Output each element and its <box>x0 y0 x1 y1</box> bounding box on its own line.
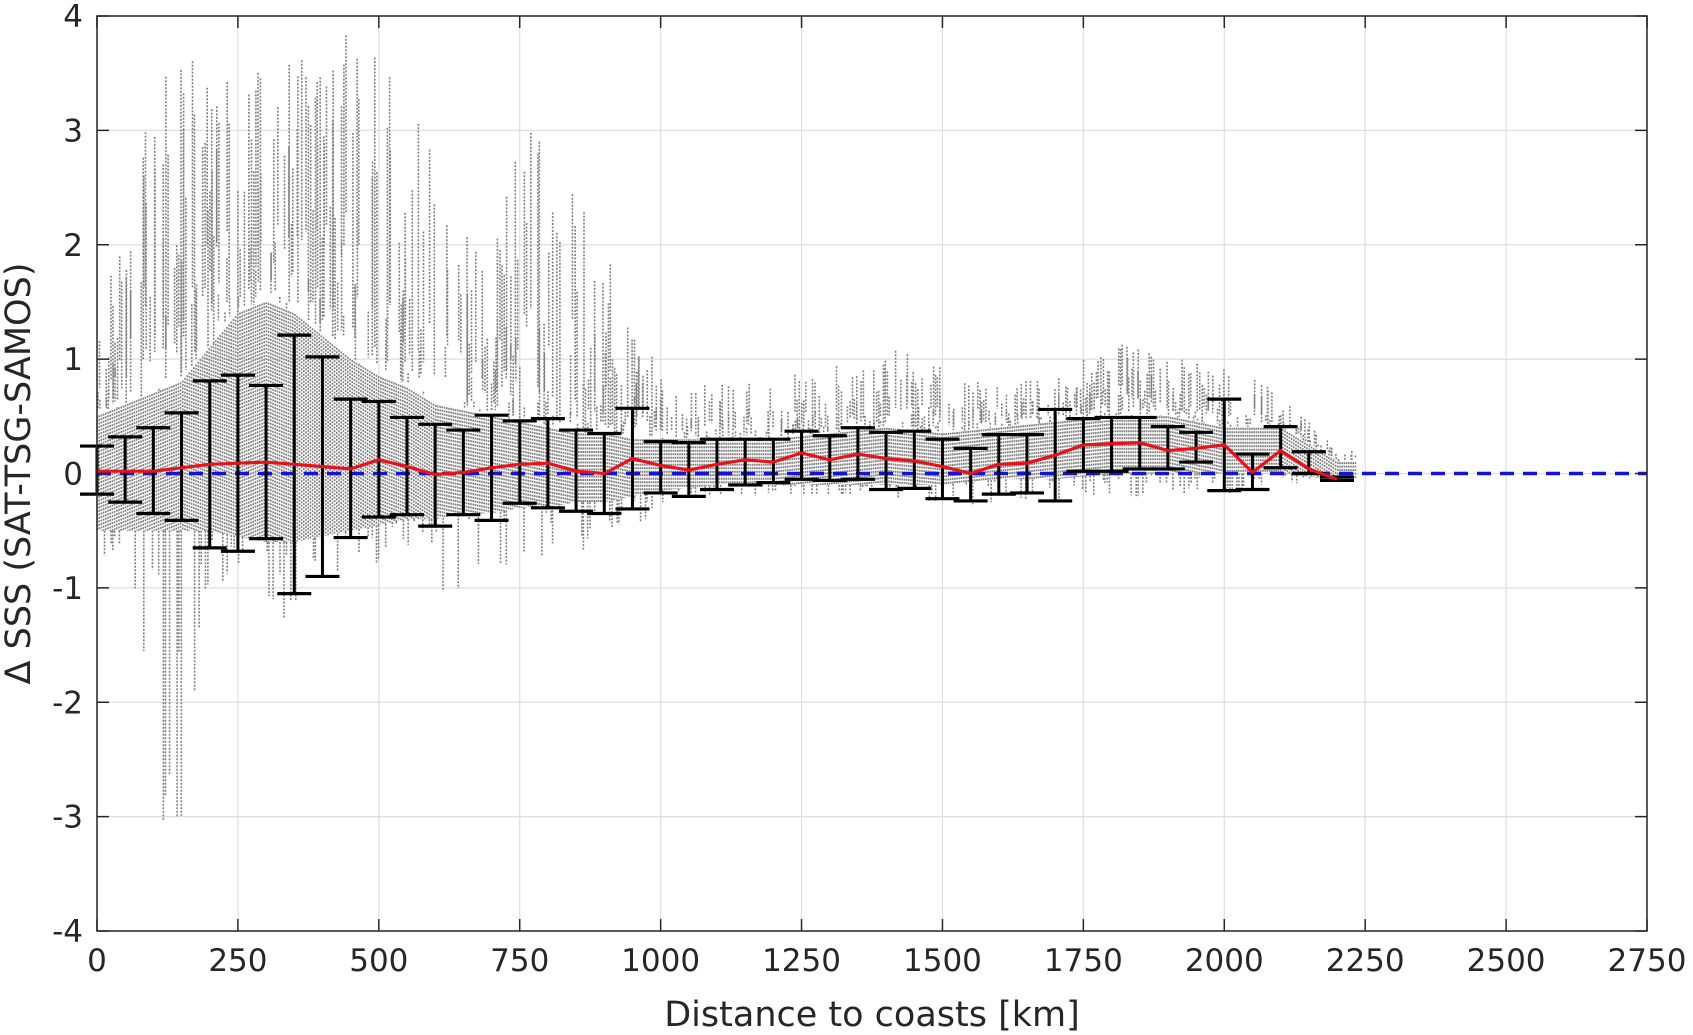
errorbar <box>925 437 960 501</box>
mean-line <box>97 441 1338 481</box>
y-tick-label: 3 <box>63 113 83 149</box>
mean-series-line <box>97 441 1338 481</box>
axis-ticks <box>96 15 1648 932</box>
y-tick-label: 4 <box>63 0 83 35</box>
errorbar <box>502 419 537 505</box>
error-bars <box>80 333 1354 596</box>
y-tick-label: 0 <box>63 457 83 493</box>
y-tick-labels: 4 3 2 1 0 -1 -2 -3 -4 <box>52 0 83 950</box>
x-tick-label: 2000 <box>1185 943 1264 979</box>
x-axis-label: Distance to coasts [km] <box>664 995 1080 1035</box>
x-tick-label: 2750 <box>1608 943 1687 979</box>
y-tick-label: 1 <box>63 342 83 378</box>
y-tick-label: -1 <box>52 571 83 607</box>
x-tick-label: 1000 <box>621 943 700 979</box>
y-tick-label: 2 <box>63 228 83 264</box>
errorbar <box>1150 425 1185 471</box>
x-tick-labels: 0 250 500 750 1000 1250 1500 1750 2000 2250 2500 27… <box>87 943 1686 979</box>
y-axis-label: Δ SSS (SAT-TSG-SAMOS) <box>0 263 39 685</box>
x-tick-label: 2250 <box>1326 943 1405 979</box>
x-tick-label: 1750 <box>1044 943 1123 979</box>
x-tick-label: 750 <box>490 943 549 979</box>
errorbar <box>1263 425 1298 470</box>
y-tick-label: -4 <box>52 914 83 950</box>
x-tick-label: 1250 <box>762 943 841 979</box>
x-tick-label: 1500 <box>903 943 982 979</box>
x-tick-label: 2500 <box>1467 943 1546 979</box>
y-tick-label: -3 <box>52 800 83 836</box>
errorbar <box>108 435 143 504</box>
x-tick-label: 0 <box>87 943 107 979</box>
x-tick-label: 250 <box>208 943 267 979</box>
y-tick-label: -2 <box>52 685 83 721</box>
x-tick-label: 500 <box>349 943 408 979</box>
